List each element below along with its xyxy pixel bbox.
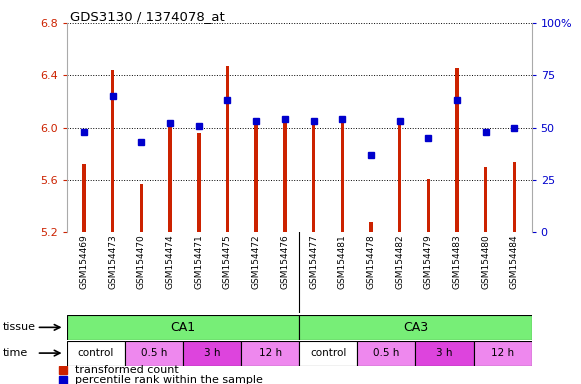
Bar bbox=[340, 119, 344, 232]
Bar bbox=[283, 119, 286, 232]
Bar bbox=[426, 179, 430, 232]
Bar bbox=[125, 341, 183, 366]
Text: GSM154473: GSM154473 bbox=[108, 234, 117, 289]
Text: GSM154479: GSM154479 bbox=[424, 234, 433, 289]
Text: 3 h: 3 h bbox=[436, 348, 453, 358]
Text: time: time bbox=[3, 348, 28, 358]
Bar bbox=[241, 341, 299, 366]
Text: GSM154478: GSM154478 bbox=[367, 234, 375, 289]
Text: percentile rank within the sample: percentile rank within the sample bbox=[76, 375, 263, 384]
Text: 12 h: 12 h bbox=[491, 348, 514, 358]
Text: 0.5 h: 0.5 h bbox=[373, 348, 400, 358]
Text: 12 h: 12 h bbox=[259, 348, 282, 358]
Bar bbox=[67, 315, 299, 340]
Text: GSM154470: GSM154470 bbox=[137, 234, 146, 289]
Text: GSM154483: GSM154483 bbox=[453, 234, 461, 289]
Text: GSM154471: GSM154471 bbox=[194, 234, 203, 289]
Text: GSM154480: GSM154480 bbox=[481, 234, 490, 289]
Text: GSM154474: GSM154474 bbox=[166, 234, 175, 288]
Text: GSM154475: GSM154475 bbox=[223, 234, 232, 289]
Bar bbox=[299, 341, 357, 366]
Bar bbox=[67, 341, 125, 366]
Bar bbox=[312, 121, 315, 232]
Bar bbox=[168, 125, 172, 232]
Text: control: control bbox=[78, 348, 114, 358]
Bar bbox=[369, 222, 372, 232]
Text: GSM154481: GSM154481 bbox=[338, 234, 347, 289]
Bar bbox=[484, 167, 487, 232]
Text: GSM154472: GSM154472 bbox=[252, 234, 261, 288]
Bar bbox=[415, 341, 474, 366]
Bar bbox=[83, 164, 86, 232]
Bar bbox=[456, 68, 459, 232]
Text: GSM154477: GSM154477 bbox=[309, 234, 318, 289]
Bar bbox=[474, 341, 532, 366]
Text: tissue: tissue bbox=[3, 322, 36, 333]
Bar bbox=[111, 70, 114, 232]
Bar bbox=[183, 341, 241, 366]
Text: 0.5 h: 0.5 h bbox=[141, 348, 167, 358]
Bar bbox=[254, 121, 258, 232]
Bar bbox=[139, 184, 143, 232]
Text: CA1: CA1 bbox=[170, 321, 196, 334]
Bar bbox=[512, 162, 516, 232]
Text: transformed count: transformed count bbox=[76, 365, 179, 375]
Text: GSM154482: GSM154482 bbox=[395, 234, 404, 288]
Bar bbox=[226, 66, 229, 232]
Bar bbox=[197, 133, 200, 232]
Text: GSM154476: GSM154476 bbox=[281, 234, 289, 289]
Bar bbox=[357, 341, 415, 366]
Text: GDS3130 / 1374078_at: GDS3130 / 1374078_at bbox=[70, 10, 224, 23]
Bar bbox=[299, 315, 532, 340]
Text: GSM154469: GSM154469 bbox=[80, 234, 88, 289]
Text: GSM154484: GSM154484 bbox=[510, 234, 519, 288]
Text: control: control bbox=[310, 348, 346, 358]
Text: CA3: CA3 bbox=[403, 321, 428, 334]
Bar bbox=[398, 119, 401, 232]
Text: 3 h: 3 h bbox=[204, 348, 220, 358]
